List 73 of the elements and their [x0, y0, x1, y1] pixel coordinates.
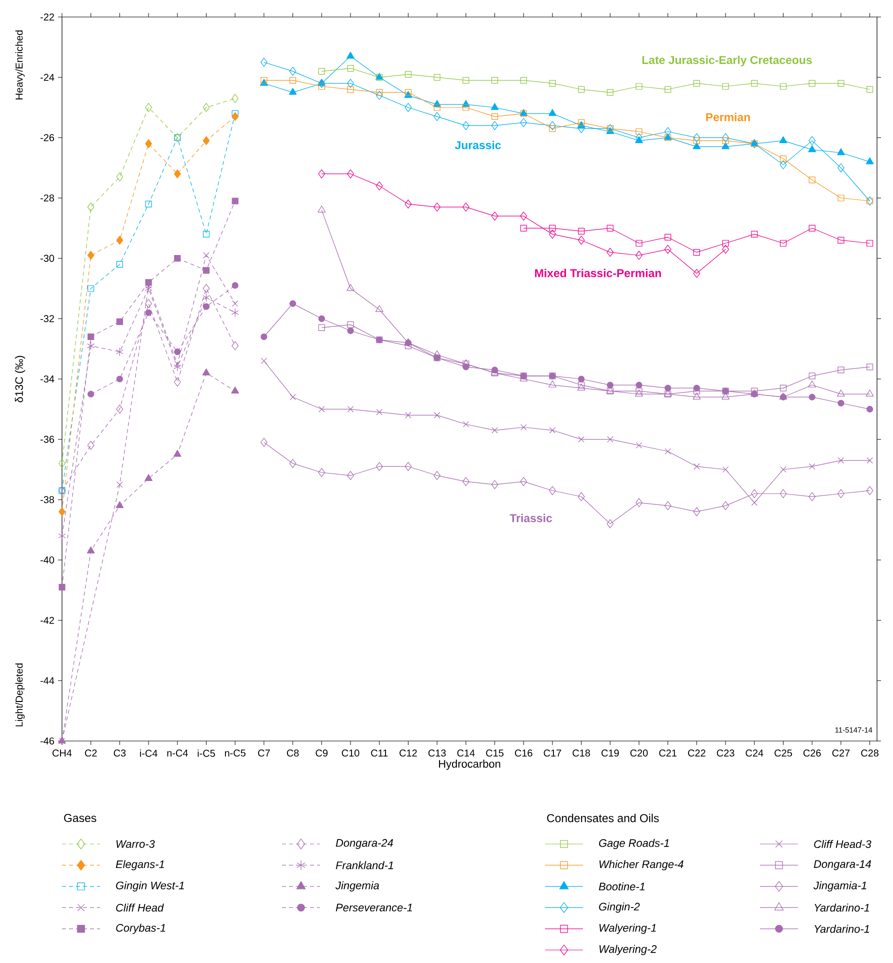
annotation: Triassic [510, 514, 552, 522]
x-tick-label: C8 [286, 750, 299, 757]
x-tick-label: C21 [659, 750, 676, 757]
y-tick-label: -26 [40, 134, 54, 142]
x-tick-label: C7 [258, 750, 270, 757]
x-tick-label: C9 [316, 750, 328, 757]
text: Heavy/Enriched [15, 30, 25, 100]
x-tick-label: C18 [572, 750, 590, 757]
y-tick-label: -22 [40, 14, 54, 20]
x-tick-label: i-C4 [140, 750, 158, 757]
legend-label: Dongara-14 [814, 860, 871, 870]
x-tick-label: C28 [861, 750, 878, 757]
legend-label: Walyering-2 [599, 944, 657, 956]
x-tick-label: C20 [630, 750, 648, 757]
legend-label: Yardarino-1 [814, 904, 870, 912]
legend-label: Perseverance-1 [336, 904, 412, 912]
x-tick-label: C3 [114, 750, 126, 757]
legend-label: Walyering-1 [599, 924, 656, 934]
legend-label: Bootine-1 [598, 882, 644, 890]
legend-label: Gingin West-1 [116, 881, 184, 892]
legend-label: Cliff Head [116, 904, 164, 912]
legend-label: Yardarino-1 [814, 924, 870, 933]
text: Gases [64, 814, 96, 822]
annotation: Jurassic [454, 140, 501, 150]
text: Light/Depleted [15, 664, 25, 726]
x-tick-label: C11 [371, 750, 388, 757]
x-tick-label: C25 [774, 750, 792, 757]
y-tick-label: -32 [40, 315, 54, 322]
y-tick-label: -40 [40, 556, 54, 564]
x-tick-label: i-C5 [198, 750, 215, 757]
x-tick-label: C24 [746, 750, 764, 757]
legend-label: Gingin-2 [599, 902, 640, 913]
legend-label: Cliff Head-3 [814, 840, 872, 848]
x-tick-label: C23 [716, 750, 734, 757]
legend-label: Gage Roads-1 [599, 838, 669, 850]
x-tick-label: C22 [688, 750, 706, 757]
y-tick-label: -36 [40, 436, 54, 443]
x-tick-label: n-C5 [224, 750, 246, 757]
y-tick-label: -42 [40, 616, 54, 624]
x-tick-label: C27 [832, 750, 850, 757]
x-tick-label: C14 [457, 750, 475, 757]
y-axis-title: δ13C (‰) [14, 356, 26, 402]
legend-label: Elegans-1 [116, 860, 164, 870]
legend-label: Dongara-24 [336, 839, 393, 849]
x-axis-title: Hydrocarbon [439, 760, 500, 770]
x-tick-label: C16 [514, 750, 532, 757]
legend-label: Warro-3 [116, 840, 155, 848]
y-tick-label: -38 [40, 496, 54, 504]
x-tick-label: C26 [803, 750, 821, 757]
annotation: Mixed Triassic-Permian [535, 268, 661, 278]
x-tick-label: n-C4 [167, 750, 188, 757]
y-tick-label: -34 [40, 375, 54, 383]
x-tick-label: C12 [400, 750, 417, 757]
x-tick-label: C17 [544, 750, 562, 757]
x-tick-label: CH4 [52, 750, 72, 757]
y-tick-label: -24 [40, 74, 54, 81]
x-tick-label: C19 [602, 750, 619, 757]
x-tick-label: C15 [486, 750, 504, 757]
legend-label: Frankland-1 [336, 861, 394, 870]
y-tick-label: -30 [40, 254, 54, 262]
y-tick-label: -44 [40, 677, 54, 684]
legend-label: Corybas-1 [116, 924, 166, 934]
x-tick-label: C2 [84, 750, 97, 757]
x-tick-label: C10 [342, 750, 360, 757]
legend-label: Jingemia [335, 881, 379, 892]
text: Condensates and Oils [547, 814, 659, 822]
y-tick-label: -28 [40, 194, 54, 202]
legend-label: Whicher Range-4 [599, 860, 684, 870]
annotation: Late Jurassic-Early Cretaceous [642, 56, 812, 66]
y-tick-label: -46 [40, 737, 54, 745]
legend-label: Jingamia-1 [813, 881, 866, 892]
annotation: Permian [706, 112, 750, 122]
x-tick-label: C13 [428, 750, 446, 757]
